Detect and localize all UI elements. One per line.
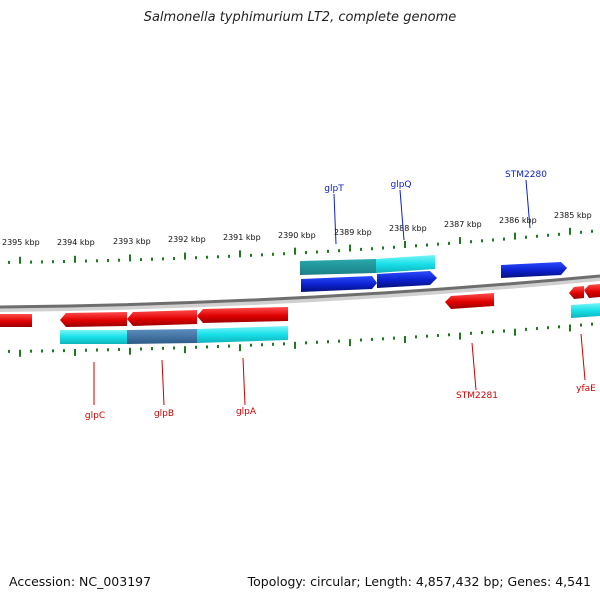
- gene-glpC[interactable]: [60, 312, 127, 327]
- scale-label: 2387 kbp: [444, 220, 482, 229]
- scale-label: 2391 kbp: [223, 233, 261, 242]
- genome-summary-text: Topology: circular; Length: 4,857,432 bp…: [247, 574, 591, 589]
- operon-segment: [127, 329, 197, 344]
- scale-label: 2389 kbp: [334, 228, 372, 237]
- genome-backbone: [0, 275, 600, 312]
- label-leaders: [93, 179, 586, 406]
- gene-glpQ[interactable]: [377, 271, 437, 288]
- accession-text: Accession: NC_003197: [9, 574, 152, 589]
- gene-label-glpQ[interactable]: glpQ: [390, 180, 411, 190]
- gene-right-partial[interactable]: [584, 284, 600, 298]
- scale-label: 2393 kbp: [113, 237, 151, 246]
- gene-STM2280[interactable]: [501, 262, 567, 278]
- scale-label: 2385 kbp: [554, 211, 592, 220]
- reverse-genes: [0, 284, 600, 327]
- scale-label: 2386 kbp: [499, 216, 537, 225]
- gene-label-glpC[interactable]: glpC: [85, 411, 105, 421]
- scale-label: 2390 kbp: [278, 231, 316, 240]
- gene-STM2281[interactable]: [445, 293, 494, 309]
- gene-labels-top: glpT glpQ STM2280: [324, 170, 547, 194]
- scale-labels: 2395 kbp 2394 kbp 2393 kbp 2392 kbp 2391…: [2, 211, 592, 247]
- scale-label: 2392 kbp: [168, 235, 206, 244]
- gene-label-glpT[interactable]: glpT: [324, 184, 344, 194]
- scale-label: 2388 kbp: [389, 224, 427, 233]
- gene-glpT[interactable]: [301, 276, 377, 292]
- gene-label-STM2280[interactable]: STM2280: [505, 170, 547, 180]
- gene-label-STM2281[interactable]: STM2281: [456, 391, 498, 401]
- scale-label: 2394 kbp: [57, 238, 95, 247]
- operon-segment: [300, 259, 376, 275]
- operon-segment: [60, 330, 127, 344]
- gene-glpB[interactable]: [127, 310, 197, 326]
- gene-glpA[interactable]: [197, 307, 288, 323]
- gene-yfaE[interactable]: [569, 286, 584, 299]
- map-title: Salmonella typhimurium LT2, complete gen…: [143, 10, 457, 25]
- gene-left-partial[interactable]: [0, 314, 32, 327]
- operon-segment: [571, 303, 600, 318]
- operon-bottom: [60, 326, 288, 344]
- operon-segment: [376, 255, 435, 273]
- operon-top: [300, 255, 600, 318]
- scale-ticks-bottom: [8, 322, 593, 357]
- genome-backbone-line: [0, 274, 600, 309]
- gene-labels-bottom: glpC glpB glpA STM2281 yfaE: [85, 384, 596, 421]
- forward-genes: [301, 262, 567, 292]
- gene-label-yfaE[interactable]: yfaE: [576, 384, 596, 394]
- gene-label-glpB[interactable]: glpB: [154, 409, 174, 419]
- operon-segment: [197, 326, 288, 343]
- gene-label-glpA[interactable]: glpA: [236, 407, 257, 417]
- scale-label: 2395 kbp: [2, 238, 40, 247]
- scale-ticks-top: [8, 227, 593, 264]
